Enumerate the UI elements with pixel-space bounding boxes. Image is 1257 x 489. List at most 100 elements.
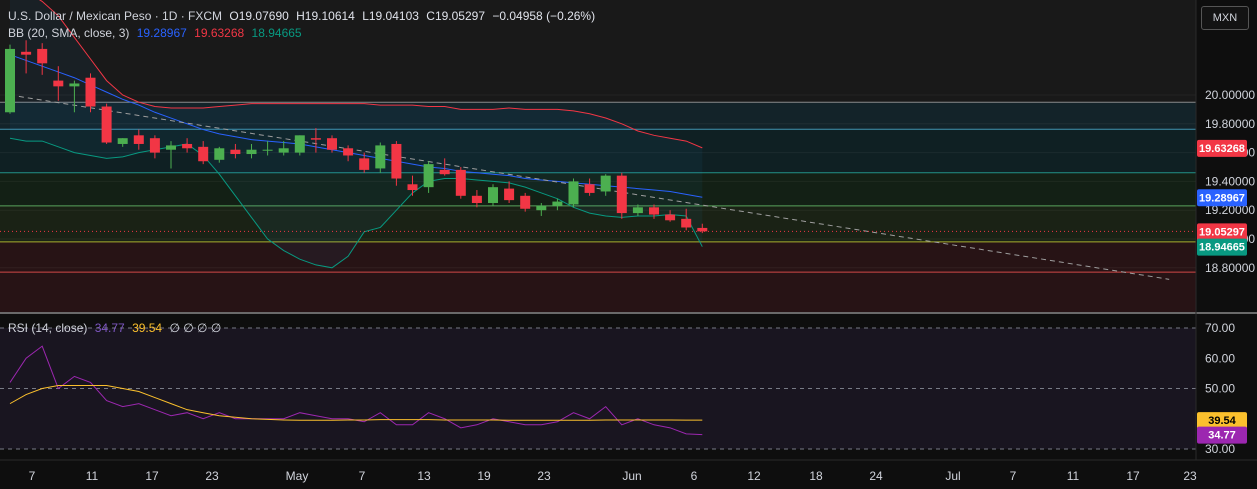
- candle-body: [632, 207, 643, 214]
- time-tick-label: 12: [747, 469, 761, 483]
- bb-upper-line: [39, 0, 703, 149]
- candle-body: [101, 106, 112, 143]
- candle-body: [407, 184, 418, 191]
- candle-body: [230, 149, 241, 155]
- candle-body: [439, 169, 450, 175]
- bb-upper-value: 19.63268: [194, 26, 245, 40]
- time-tick-label: 23: [205, 469, 219, 483]
- time-tick-label: 24: [869, 469, 883, 483]
- currency-button[interactable]: MXN: [1201, 6, 1249, 30]
- candle-body: [471, 195, 482, 203]
- time-tick-label: May: [286, 469, 309, 483]
- ohlc-close: C19.05297: [426, 9, 485, 23]
- time-tick-label: 19: [477, 469, 491, 483]
- price-badges: 19.6326819.2896719.0529704:38:1618.94665…: [1197, 139, 1247, 444]
- price-zone: [0, 205, 1196, 242]
- bb-legend[interactable]: BB (20, SMA, close, 3) 19.28967 19.63268…: [8, 26, 306, 40]
- candle-body: [359, 158, 370, 170]
- candle-body: [504, 188, 515, 201]
- time-tick-label: 6: [691, 469, 698, 483]
- rsi-value: 34.77: [94, 321, 125, 335]
- candle-body: [697, 227, 708, 232]
- rsi-tick-label: 50.00: [1205, 382, 1235, 396]
- bollinger-bands: [9, 0, 703, 269]
- candle-body: [552, 201, 563, 206]
- time-tick-label: 18: [809, 469, 823, 483]
- time-scale[interactable]: 7 11 17 23 May 7 13 19 23 Jun 6 12 18 24 Jul 7 11 17 23: [29, 469, 1197, 483]
- time-tick-label: 17: [145, 469, 159, 483]
- time-tick-label: Jun: [622, 469, 641, 483]
- price-tick-label: 18.80000: [1205, 261, 1255, 275]
- rsi-ma-line: [9, 384, 703, 421]
- bb-lower-value: 18.94665: [251, 26, 302, 40]
- bb-label[interactable]: BB (20, SMA, close, 3): [8, 26, 130, 40]
- candle-body: [665, 214, 676, 221]
- candle-body: [600, 175, 611, 192]
- bb-basis-badge: 19.28967: [1199, 192, 1245, 204]
- time-tick-label: 13: [417, 469, 431, 483]
- candle-body: [681, 218, 692, 228]
- candle-body: [262, 149, 273, 151]
- time-tick-label: 17: [1126, 469, 1140, 483]
- candle-body: [520, 195, 531, 209]
- time-tick-label: Jul: [945, 469, 960, 483]
- candle-body: [488, 187, 498, 203]
- candle-body: [149, 138, 160, 153]
- candle-body: [5, 48, 15, 113]
- price-tick-label: 19.20000: [1205, 203, 1255, 217]
- symbol-legend[interactable]: U.S. Dollar / Mexican Peso · 1D · FXCM O…: [8, 9, 599, 23]
- candle-body: [423, 164, 434, 188]
- ohlc-change: −0.04958 (−0.26%): [492, 9, 596, 23]
- candle-body: [182, 143, 193, 149]
- time-tick-label: 23: [537, 469, 551, 483]
- candle-body: [310, 138, 321, 140]
- candle-body: [166, 145, 176, 150]
- price-zones: [0, 0, 1196, 313]
- rsi-label[interactable]: RSI (14, close): [8, 321, 88, 335]
- rsi-extra-values: ∅ ∅ ∅ ∅: [169, 321, 222, 335]
- rsi-ma-badge: 39.54: [1208, 415, 1236, 427]
- rsi-badge: 34.77: [1208, 430, 1236, 442]
- bb-fill: [10, 0, 703, 268]
- candle-body: [455, 169, 466, 196]
- symbol-title[interactable]: U.S. Dollar / Mexican Peso · 1D · FXCM: [8, 9, 223, 23]
- time-tick-label: 23: [1183, 469, 1197, 483]
- ohlc-high: H19.10614: [296, 9, 355, 23]
- bb-lower-badge: 18.94665: [1199, 242, 1245, 254]
- bb-lower-badge-bg: [1197, 238, 1247, 256]
- candle-body: [69, 83, 80, 87]
- last-price-badge: 19.05297: [1199, 226, 1245, 238]
- candle-body: [327, 138, 337, 150]
- rsi-tick-label: 30.00: [1205, 442, 1235, 456]
- candle-body: [294, 135, 305, 153]
- candle-body: [375, 145, 386, 169]
- rsi-pane: [0, 327, 1196, 450]
- rsi-legend[interactable]: RSI (14, close) 34.77 39.54 ∅ ∅ ∅ ∅: [8, 321, 225, 335]
- bb-upper-badge: 19.63268: [1199, 143, 1245, 155]
- candlesticks: [0, 40, 1196, 234]
- candle-body: [21, 51, 32, 55]
- time-tick-label: 7: [359, 469, 366, 483]
- time-tick-label: 11: [86, 469, 99, 483]
- candle-body: [85, 77, 96, 107]
- rsi-band: [0, 328, 1196, 449]
- rsi-ma-value: 39.54: [132, 321, 163, 335]
- price-tick-label: 19.40000: [1205, 174, 1255, 188]
- candle-body: [616, 175, 627, 214]
- price-zone: [0, 0, 1196, 103]
- ohlc-low: L19.04103: [362, 9, 419, 23]
- candle-body: [53, 80, 64, 87]
- time-tick-label: 7: [1010, 469, 1017, 483]
- rsi-scale[interactable]: 70.00 60.00 50.00 30.00: [1205, 321, 1235, 456]
- candle-body: [568, 181, 579, 205]
- bb-upper-badge-bg: [1197, 139, 1247, 157]
- candle-body: [278, 148, 289, 153]
- time-tick-label: 11: [1067, 469, 1080, 483]
- bb-basis-value: 19.28967: [136, 26, 187, 40]
- rsi-lines: [9, 345, 703, 436]
- candle-body: [246, 149, 257, 155]
- bb-lower-line: [9, 137, 703, 269]
- candle-body: [584, 184, 595, 193]
- price-zone: [0, 241, 1196, 313]
